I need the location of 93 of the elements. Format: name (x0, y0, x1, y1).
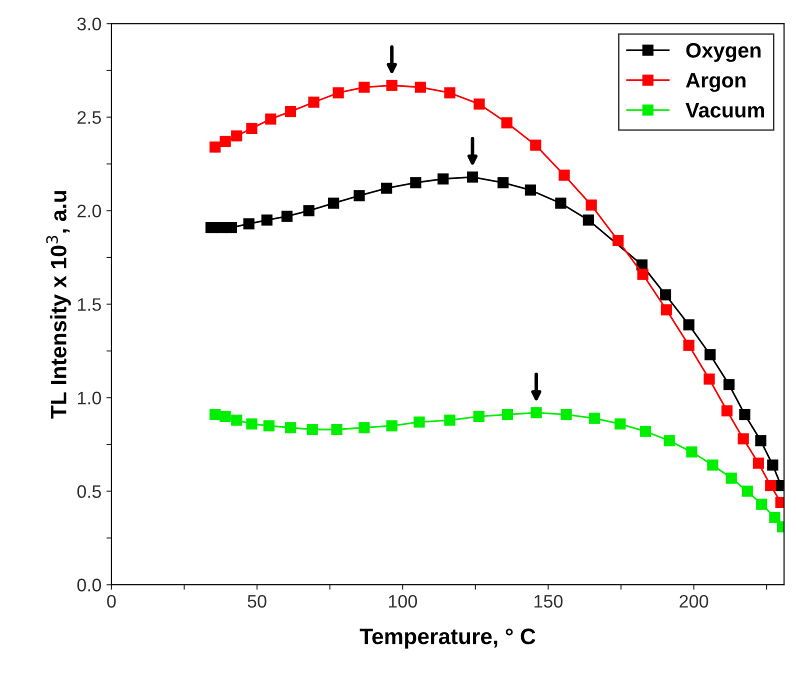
legend-label: Vacuum (686, 103, 764, 118)
point (246, 418, 258, 430)
point (263, 420, 275, 432)
point (220, 136, 231, 148)
point (738, 433, 749, 444)
point (560, 408, 572, 420)
x-tick-label: 50 (248, 594, 266, 608)
point (331, 424, 342, 436)
point (726, 472, 737, 484)
point (498, 177, 509, 188)
y-tick-label: 3.0 (77, 18, 102, 30)
x-tick-label: 200 (680, 594, 708, 608)
point (769, 512, 780, 523)
point (555, 198, 566, 209)
point (660, 289, 672, 300)
legend-label: Argon (686, 73, 746, 92)
point (640, 426, 652, 437)
point (284, 422, 296, 434)
point (637, 268, 648, 280)
point (354, 190, 365, 202)
point (438, 173, 449, 184)
point (586, 200, 597, 211)
point (739, 408, 750, 420)
point (231, 130, 242, 142)
point (473, 410, 484, 422)
y-tick-label: 0.0 (77, 578, 102, 592)
y-axis-title: TL Intensity x 10$^{3}$, a.u (46, 191, 71, 419)
point (767, 459, 778, 471)
point (752, 458, 764, 469)
point (444, 414, 456, 426)
point (210, 142, 221, 153)
point (686, 446, 698, 458)
point (530, 407, 542, 418)
point (502, 408, 513, 420)
point (466, 171, 478, 183)
x-tick-label: 150 (534, 594, 563, 608)
point (755, 435, 766, 446)
point (303, 205, 314, 216)
point (612, 235, 624, 246)
point (707, 459, 718, 471)
point (664, 435, 675, 446)
point (582, 214, 594, 226)
point (530, 140, 542, 151)
point (614, 418, 626, 430)
point (216, 222, 227, 234)
x-tick-label: 100 (388, 594, 417, 608)
point (660, 304, 672, 316)
y-tick-label: 2.5 (78, 111, 101, 124)
point (332, 87, 344, 98)
point (723, 379, 735, 390)
point (414, 82, 426, 93)
x-tick-label: 0 (107, 594, 116, 608)
y-tick-label: 1.5 (78, 298, 101, 311)
point (410, 177, 422, 188)
point (765, 480, 776, 492)
point (381, 182, 392, 194)
point (231, 414, 242, 426)
point (261, 214, 272, 226)
point (328, 198, 340, 209)
point (501, 117, 512, 128)
point (414, 416, 425, 428)
point (281, 210, 293, 222)
point (284, 106, 296, 118)
point (721, 405, 733, 416)
point (306, 424, 318, 436)
point (588, 412, 600, 424)
point (226, 222, 237, 234)
point (265, 113, 276, 125)
point (474, 98, 485, 110)
point (558, 170, 570, 181)
point (205, 222, 217, 234)
point (683, 319, 694, 330)
point (742, 486, 753, 497)
point (386, 420, 398, 432)
point (358, 82, 370, 93)
x-axis-title: Temperature, ° C (360, 628, 536, 649)
point (220, 410, 231, 422)
y-tick-label: 1.0 (78, 392, 102, 404)
point (704, 373, 715, 385)
point (386, 80, 398, 91)
point (444, 87, 456, 98)
legend-label: Oxygen (686, 42, 761, 62)
point (524, 184, 536, 196)
point (704, 349, 716, 360)
point (308, 96, 320, 108)
y-tick-label: 2.0 (78, 204, 102, 218)
point (683, 340, 694, 351)
point (210, 408, 221, 420)
point (243, 218, 254, 230)
point (358, 422, 370, 434)
point (246, 122, 258, 134)
y-tick-label: 0.5 (77, 485, 101, 498)
point (756, 498, 768, 510)
